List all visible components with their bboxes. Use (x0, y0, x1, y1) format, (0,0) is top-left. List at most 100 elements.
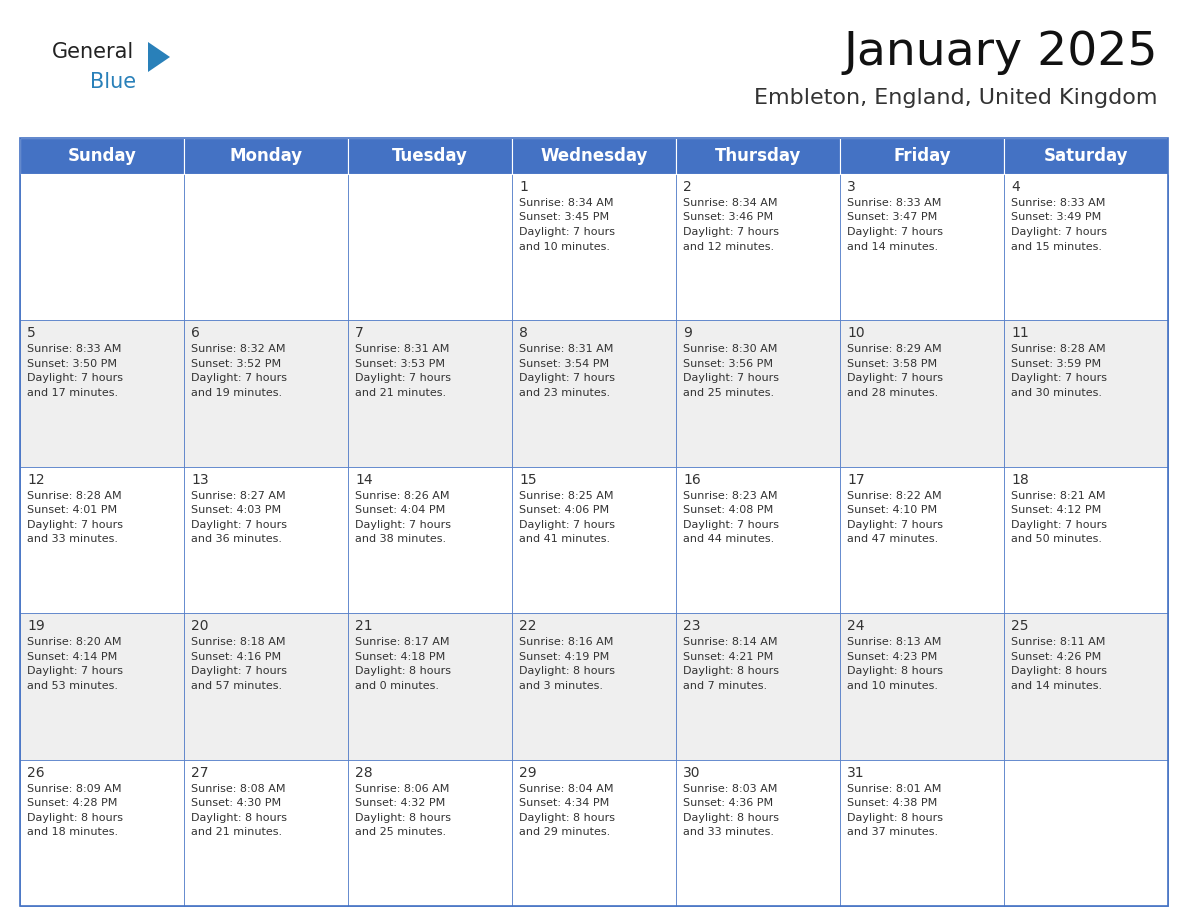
Bar (184, 613, 348, 759)
Text: 9: 9 (683, 327, 691, 341)
Text: Daylight: 7 hours: Daylight: 7 hours (847, 227, 943, 237)
Bar (184, 320, 348, 466)
Text: Sunset: 4:32 PM: Sunset: 4:32 PM (355, 798, 446, 808)
Text: Sunset: 4:21 PM: Sunset: 4:21 PM (683, 652, 773, 662)
Text: and 12 minutes.: and 12 minutes. (683, 241, 775, 252)
Text: and 14 minutes.: and 14 minutes. (847, 241, 939, 252)
Text: and 21 minutes.: and 21 minutes. (191, 827, 282, 837)
Text: Sunset: 4:18 PM: Sunset: 4:18 PM (355, 652, 446, 662)
Text: and 3 minutes.: and 3 minutes. (519, 681, 604, 690)
Text: and 53 minutes.: and 53 minutes. (27, 681, 118, 690)
Text: Sunrise: 8:21 AM: Sunrise: 8:21 AM (1011, 491, 1106, 501)
Text: 5: 5 (27, 327, 36, 341)
Text: Sunrise: 8:01 AM: Sunrise: 8:01 AM (847, 784, 941, 793)
Text: and 50 minutes.: and 50 minutes. (1011, 534, 1102, 544)
Text: Daylight: 7 hours: Daylight: 7 hours (519, 520, 615, 530)
Text: and 10 minutes.: and 10 minutes. (519, 241, 609, 252)
Bar (184, 759, 348, 906)
Text: Daylight: 8 hours: Daylight: 8 hours (847, 812, 943, 823)
Text: 30: 30 (683, 766, 701, 779)
Text: 22: 22 (519, 620, 537, 633)
Text: Sunrise: 8:33 AM: Sunrise: 8:33 AM (847, 198, 941, 208)
Bar (512, 320, 676, 466)
Bar (184, 466, 348, 613)
Text: Daylight: 8 hours: Daylight: 8 hours (519, 812, 615, 823)
Text: Daylight: 7 hours: Daylight: 7 hours (519, 374, 615, 384)
Text: 19: 19 (27, 620, 45, 633)
Text: 24: 24 (847, 620, 865, 633)
Text: and 21 minutes.: and 21 minutes. (355, 388, 447, 397)
Text: Sunset: 3:52 PM: Sunset: 3:52 PM (191, 359, 282, 369)
Text: Sunrise: 8:16 AM: Sunrise: 8:16 AM (519, 637, 613, 647)
Text: Sunrise: 8:34 AM: Sunrise: 8:34 AM (519, 198, 613, 208)
Text: 20: 20 (191, 620, 209, 633)
Bar (512, 466, 676, 613)
Text: and 37 minutes.: and 37 minutes. (847, 827, 939, 837)
Text: Sunrise: 8:31 AM: Sunrise: 8:31 AM (519, 344, 613, 354)
Text: Sunrise: 8:09 AM: Sunrise: 8:09 AM (27, 784, 121, 793)
Text: and 38 minutes.: and 38 minutes. (355, 534, 447, 544)
Text: Sunset: 4:10 PM: Sunset: 4:10 PM (847, 505, 937, 515)
Text: and 41 minutes.: and 41 minutes. (519, 534, 611, 544)
Text: and 33 minutes.: and 33 minutes. (683, 827, 775, 837)
Text: and 57 minutes.: and 57 minutes. (191, 681, 282, 690)
Text: Daylight: 8 hours: Daylight: 8 hours (355, 812, 451, 823)
Text: Daylight: 7 hours: Daylight: 7 hours (27, 520, 124, 530)
Text: Sunrise: 8:13 AM: Sunrise: 8:13 AM (847, 637, 941, 647)
Text: Tuesday: Tuesday (392, 147, 468, 165)
Text: General: General (52, 42, 134, 62)
Text: Saturday: Saturday (1044, 147, 1129, 165)
Text: 4: 4 (1011, 180, 1019, 194)
Bar (1004, 759, 1168, 906)
Text: 29: 29 (519, 766, 537, 779)
Text: 27: 27 (191, 766, 209, 779)
Bar (348, 466, 512, 613)
Bar (676, 320, 840, 466)
Bar (20, 759, 184, 906)
Text: Sunset: 4:14 PM: Sunset: 4:14 PM (27, 652, 118, 662)
Bar (840, 613, 1004, 759)
Bar (20, 613, 184, 759)
Text: Sunset: 4:30 PM: Sunset: 4:30 PM (191, 798, 282, 808)
Text: Sunday: Sunday (68, 147, 137, 165)
Text: and 7 minutes.: and 7 minutes. (683, 681, 767, 690)
Text: and 14 minutes.: and 14 minutes. (1011, 681, 1102, 690)
Text: and 25 minutes.: and 25 minutes. (683, 388, 775, 397)
Text: Sunset: 4:12 PM: Sunset: 4:12 PM (1011, 505, 1101, 515)
Text: Sunrise: 8:04 AM: Sunrise: 8:04 AM (519, 784, 613, 793)
Text: 17: 17 (847, 473, 865, 487)
Bar (20, 138, 184, 174)
Bar (348, 320, 512, 466)
Text: Sunset: 4:34 PM: Sunset: 4:34 PM (519, 798, 609, 808)
Text: Sunrise: 8:33 AM: Sunrise: 8:33 AM (1011, 198, 1105, 208)
Text: 8: 8 (519, 327, 527, 341)
Bar (512, 138, 676, 174)
Text: Sunset: 3:49 PM: Sunset: 3:49 PM (1011, 212, 1101, 222)
Text: Sunset: 3:50 PM: Sunset: 3:50 PM (27, 359, 116, 369)
Bar (184, 174, 348, 320)
Text: Sunset: 3:53 PM: Sunset: 3:53 PM (355, 359, 446, 369)
Text: Daylight: 7 hours: Daylight: 7 hours (27, 666, 124, 677)
Text: 18: 18 (1011, 473, 1029, 487)
Text: Daylight: 8 hours: Daylight: 8 hours (847, 666, 943, 677)
Bar (840, 759, 1004, 906)
Text: and 47 minutes.: and 47 minutes. (847, 534, 939, 544)
Bar (348, 138, 512, 174)
Bar (676, 138, 840, 174)
Text: Blue: Blue (90, 72, 137, 92)
Text: Daylight: 7 hours: Daylight: 7 hours (683, 374, 779, 384)
Bar (184, 138, 348, 174)
Text: Sunset: 4:04 PM: Sunset: 4:04 PM (355, 505, 446, 515)
Text: Sunrise: 8:31 AM: Sunrise: 8:31 AM (355, 344, 449, 354)
Text: Sunset: 3:58 PM: Sunset: 3:58 PM (847, 359, 937, 369)
Text: and 44 minutes.: and 44 minutes. (683, 534, 775, 544)
Text: Sunset: 4:23 PM: Sunset: 4:23 PM (847, 652, 937, 662)
Text: Daylight: 7 hours: Daylight: 7 hours (1011, 520, 1107, 530)
Text: Sunrise: 8:11 AM: Sunrise: 8:11 AM (1011, 637, 1105, 647)
Text: Daylight: 7 hours: Daylight: 7 hours (191, 520, 287, 530)
Text: Sunrise: 8:22 AM: Sunrise: 8:22 AM (847, 491, 942, 501)
Polygon shape (148, 42, 170, 72)
Bar (676, 613, 840, 759)
Text: and 23 minutes.: and 23 minutes. (519, 388, 611, 397)
Text: Monday: Monday (229, 147, 303, 165)
